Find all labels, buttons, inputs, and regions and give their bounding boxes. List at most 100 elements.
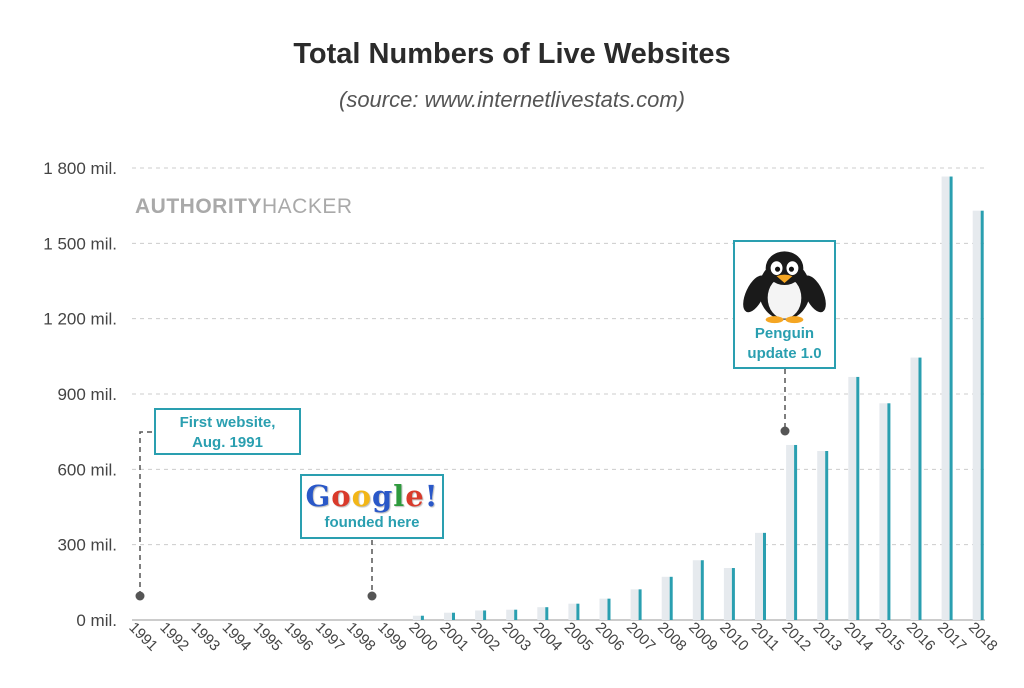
bar-shadow	[910, 357, 919, 620]
google-caption: founded here	[324, 514, 420, 531]
bar-shadow	[475, 610, 484, 620]
google-logo-letter: o	[331, 479, 352, 513]
y-tick-label: 600 mil.	[57, 460, 117, 479]
bar	[452, 612, 455, 620]
bar-shadow	[630, 589, 639, 620]
bar-shadow	[412, 615, 421, 620]
first-website-callout: First website, Aug. 1991	[154, 408, 301, 455]
bar-shadow	[568, 603, 577, 620]
x-tick-label: 1994	[219, 619, 255, 655]
bar	[607, 598, 611, 620]
bar-shadow	[941, 176, 950, 620]
x-tick-label: 2016	[903, 619, 939, 655]
x-tick-label: 2012	[778, 619, 814, 655]
bar	[731, 568, 735, 620]
x-tick-label: 1991	[125, 619, 161, 655]
bar-shadow	[661, 576, 670, 620]
bar	[669, 576, 673, 620]
bar-shadow	[786, 444, 795, 620]
penguin-callout: Penguin update 1.0	[733, 240, 836, 369]
x-tick-label: 2001	[436, 619, 472, 655]
bar-shadow	[692, 560, 701, 620]
bar	[763, 532, 766, 620]
x-tick-label: 2011	[748, 619, 783, 654]
x-tick-label: 2010	[716, 619, 752, 655]
bar	[918, 357, 922, 620]
x-tick-label: 2004	[530, 619, 566, 655]
google-logo-letter: o	[351, 479, 372, 513]
chart-title: Total Numbers of Live Websites	[293, 38, 731, 70]
google-callout: Google! founded here	[300, 474, 444, 539]
bar	[825, 451, 829, 620]
x-tick-label: 2008	[654, 619, 690, 655]
x-tick-label: 2006	[592, 619, 628, 655]
y-axis-tick-labels: 0 mil. 300 mil. 600 mil. 900 mil. 1 200 mil.…	[43, 159, 117, 630]
x-tick-label: 2014	[841, 619, 877, 655]
bar-shadow	[879, 403, 888, 620]
x-tick-label: 2017	[934, 619, 970, 655]
bar	[514, 609, 518, 620]
google-logo-letter: g	[371, 479, 394, 513]
penguin-line-2: update 1.0	[747, 345, 822, 362]
bar	[794, 444, 798, 620]
y-tick-label: 1 800 mil.	[43, 159, 117, 178]
bar-shadow	[599, 598, 608, 620]
y-tick-label: 0 mil.	[76, 611, 117, 630]
x-tick-label: 2007	[623, 619, 659, 655]
annotation-leaders	[135, 369, 790, 601]
brand-watermark: AUTHORITYHACKER	[135, 195, 353, 219]
x-tick-label: 2000	[405, 619, 441, 655]
bar	[576, 603, 580, 620]
bar	[856, 376, 860, 620]
x-axis-tick-labels: 1991199219931994199519961997199819992000…	[125, 619, 1000, 655]
x-tick-label: 1995	[250, 619, 286, 655]
bar	[420, 615, 424, 620]
bars	[412, 176, 984, 620]
bar	[949, 176, 953, 620]
google-logo-letter: !	[424, 479, 439, 513]
bar-shadow	[848, 376, 857, 620]
bar	[887, 403, 891, 620]
x-tick-label: 2013	[810, 619, 846, 655]
first-website-line-1: First website,	[179, 414, 276, 431]
google-dot	[367, 591, 377, 601]
x-tick-label: 1992	[156, 619, 192, 655]
y-tick-label: 300 mil.	[57, 536, 117, 555]
bar	[638, 589, 642, 620]
first-website-leader	[139, 431, 154, 596]
bar-shadow	[537, 607, 546, 620]
first-website-line-2: Aug. 1991	[192, 434, 263, 451]
bar-shadow	[972, 210, 981, 620]
bar-shadow	[723, 568, 732, 620]
google-logo: Google!	[302, 476, 442, 513]
bar	[980, 210, 984, 620]
google-logo-letter: G	[305, 479, 332, 513]
bar	[700, 560, 704, 620]
x-tick-label: 2018	[965, 619, 1001, 655]
brand-strong-text: AUTHORITY	[135, 195, 262, 218]
google-logo-letter: l	[393, 479, 406, 513]
bar-shadow	[817, 451, 826, 620]
bar	[483, 610, 487, 620]
penguin-icon	[743, 251, 826, 324]
y-tick-label: 1 500 mil.	[43, 234, 117, 253]
x-tick-label: 2003	[499, 619, 535, 655]
y-tick-label: 900 mil.	[57, 385, 117, 404]
x-tick-label: 1999	[374, 619, 410, 655]
x-tick-label: 2015	[872, 619, 908, 655]
x-tick-label: 2009	[685, 619, 721, 655]
penguin-dot	[780, 426, 790, 436]
x-tick-label: 2005	[561, 619, 597, 655]
chart-subtitle: (source: www.internetlivestats.com)	[339, 87, 685, 112]
bar-shadow	[755, 532, 763, 620]
penguin-line-1: Penguin	[754, 325, 815, 342]
x-tick-label: 2002	[467, 619, 503, 655]
x-tick-label: 1997	[312, 619, 348, 655]
gridlines	[132, 167, 985, 621]
bar	[545, 607, 549, 620]
first-website-dot	[135, 591, 145, 601]
x-tick-label: 1998	[343, 619, 379, 655]
brand-light-text: HACKER	[262, 195, 353, 218]
google-logo-letter: e	[405, 479, 425, 513]
